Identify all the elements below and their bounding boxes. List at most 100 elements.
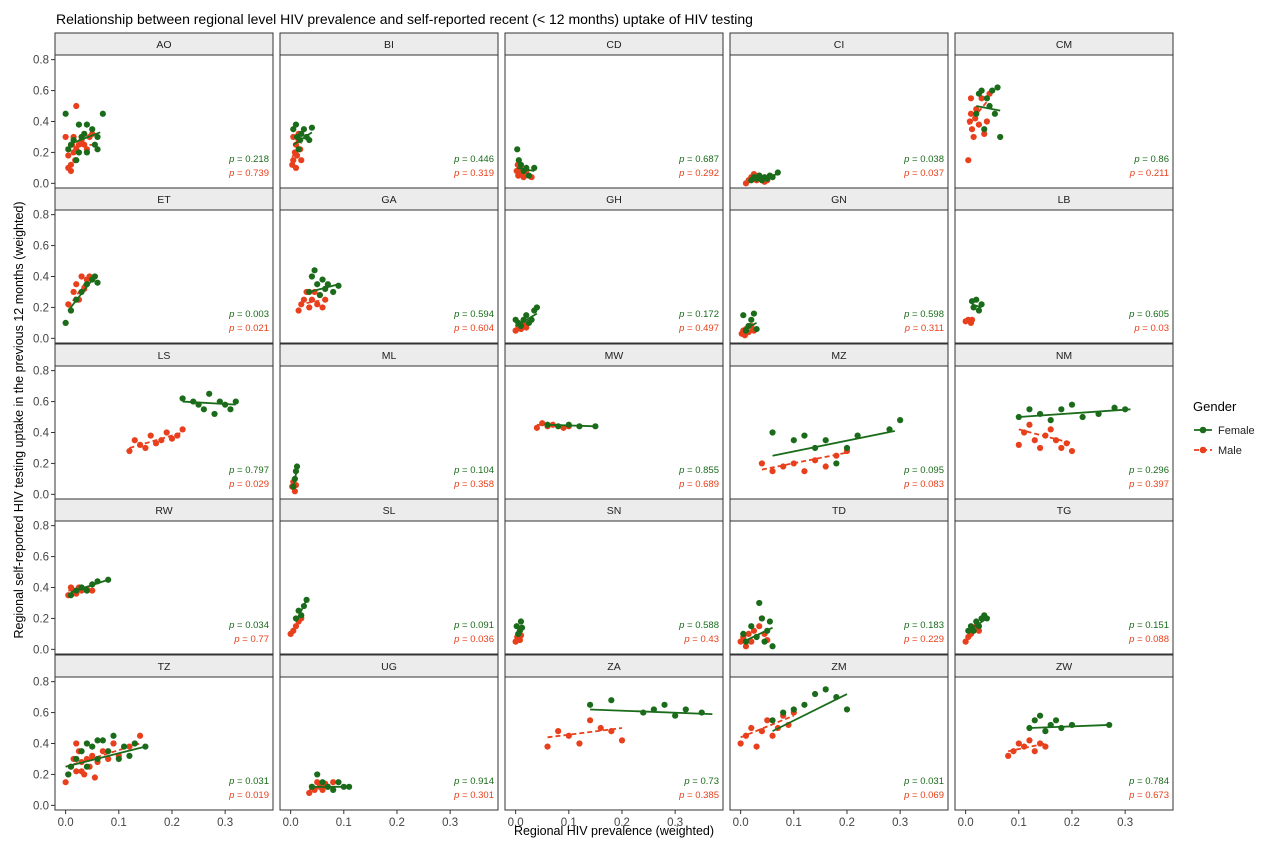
male-p-value: p = 0.397	[1128, 479, 1169, 490]
facet-label: TD	[832, 505, 846, 517]
male-point	[1031, 437, 1038, 444]
female-point	[531, 164, 538, 171]
female-point	[94, 133, 101, 141]
facet-label: NM	[1056, 350, 1072, 362]
female-point	[978, 301, 985, 308]
p-symbol: p	[228, 323, 234, 334]
x-tick-label: 0.2	[389, 817, 405, 829]
p-symbol: p	[1128, 620, 1134, 631]
male-point	[769, 732, 776, 739]
female-regression-line	[70, 578, 109, 593]
y-tick-label: 0.8	[33, 55, 49, 67]
female-p-value: p = 0.446	[453, 154, 494, 165]
plot-area	[954, 676, 1174, 811]
female-point	[698, 709, 705, 716]
male-point	[168, 435, 176, 442]
male-p-value: p = 0.211	[1129, 168, 1169, 179]
female-regression-line	[65, 745, 146, 768]
female-point	[780, 709, 787, 716]
female-p-value: p = 0.797	[228, 465, 269, 476]
male-point	[65, 164, 72, 171]
x-tick-label: 0.2	[839, 817, 855, 829]
x-tick-label: 0.0	[958, 817, 974, 829]
female-regression-line	[976, 105, 1001, 112]
y-tick-label: 0.8	[33, 521, 49, 533]
male-point	[308, 296, 316, 303]
female-point	[672, 712, 679, 719]
male-point	[136, 732, 144, 739]
x-tick-label: 0.3	[667, 817, 683, 829]
p-symbol: p	[228, 479, 234, 490]
female-p-value: p = 0.296	[1128, 465, 1169, 476]
y-tick-label: 0.8	[33, 366, 49, 378]
p-symbol: p	[1133, 154, 1139, 165]
female-point	[748, 316, 755, 323]
female-point	[978, 87, 985, 94]
female-point	[983, 95, 991, 102]
plot-area	[729, 209, 949, 344]
p-symbol: p	[453, 154, 459, 165]
male-point	[555, 728, 562, 735]
female-point	[292, 121, 300, 128]
female-point	[843, 444, 851, 452]
male-point	[758, 728, 766, 735]
female-p-value: p = 0.605	[1128, 309, 1169, 320]
male-p-value: p = 0.069	[903, 790, 944, 801]
male-point	[1042, 743, 1049, 750]
p-symbol: p	[903, 620, 909, 631]
y-tick-label: 0.4	[33, 117, 50, 129]
female-point	[295, 146, 302, 153]
male-point	[319, 304, 326, 311]
female-regression-line	[967, 617, 988, 632]
male-p-value: p = 0.037	[903, 168, 944, 179]
male-regression-line	[964, 625, 980, 643]
male-point	[73, 768, 80, 775]
male-point	[73, 740, 80, 747]
male-p-value: p = 0.292	[678, 168, 719, 179]
p-symbol: p	[228, 154, 234, 165]
p-symbol: p	[678, 620, 684, 631]
x-tick-label: 0.1	[336, 817, 352, 829]
p-value-text: = 0.034	[234, 620, 269, 631]
male-point	[306, 789, 313, 797]
female-point	[843, 706, 851, 713]
female-regression-line	[547, 423, 596, 428]
p-value-text: = 0.598	[909, 309, 944, 320]
female-point	[608, 697, 615, 704]
female-regression-line	[1018, 408, 1131, 418]
plot-area	[729, 676, 949, 811]
male-p-value: p = 0.029	[228, 479, 269, 490]
facet-label: CI	[834, 39, 845, 51]
p-value-text: = 0.86	[1140, 154, 1169, 165]
male-point	[70, 288, 77, 296]
y-axis-label: Regional self-reported HIV testing uptak…	[12, 201, 26, 638]
y-tick-label: 0.0	[33, 333, 49, 345]
y-tick-label: 0.2	[33, 458, 49, 470]
male-point	[1047, 426, 1054, 433]
legend-title: Gender	[1193, 399, 1237, 414]
p-value-text: = 0.031	[909, 776, 944, 787]
p-symbol: p	[904, 323, 910, 334]
female-point	[740, 630, 747, 637]
female-point	[308, 273, 316, 280]
male-point	[1026, 421, 1033, 428]
y-tick-label: 0.0	[33, 489, 49, 501]
male-point	[967, 95, 975, 102]
facet-label: AO	[156, 39, 171, 51]
male-p-value: p = 0.319	[453, 168, 494, 179]
female-point	[753, 325, 760, 333]
female-p-value: p = 0.183	[903, 620, 944, 631]
chart-title: Relationship between regional level HIV …	[56, 11, 753, 27]
facet-label: LB	[1058, 194, 1071, 206]
female-point	[991, 110, 998, 117]
p-value-text: = 0.003	[234, 309, 269, 320]
female-point	[298, 130, 305, 137]
male-p-value: p = 0.083	[903, 479, 944, 490]
p-symbol: p	[228, 309, 234, 320]
male-point	[533, 424, 541, 431]
